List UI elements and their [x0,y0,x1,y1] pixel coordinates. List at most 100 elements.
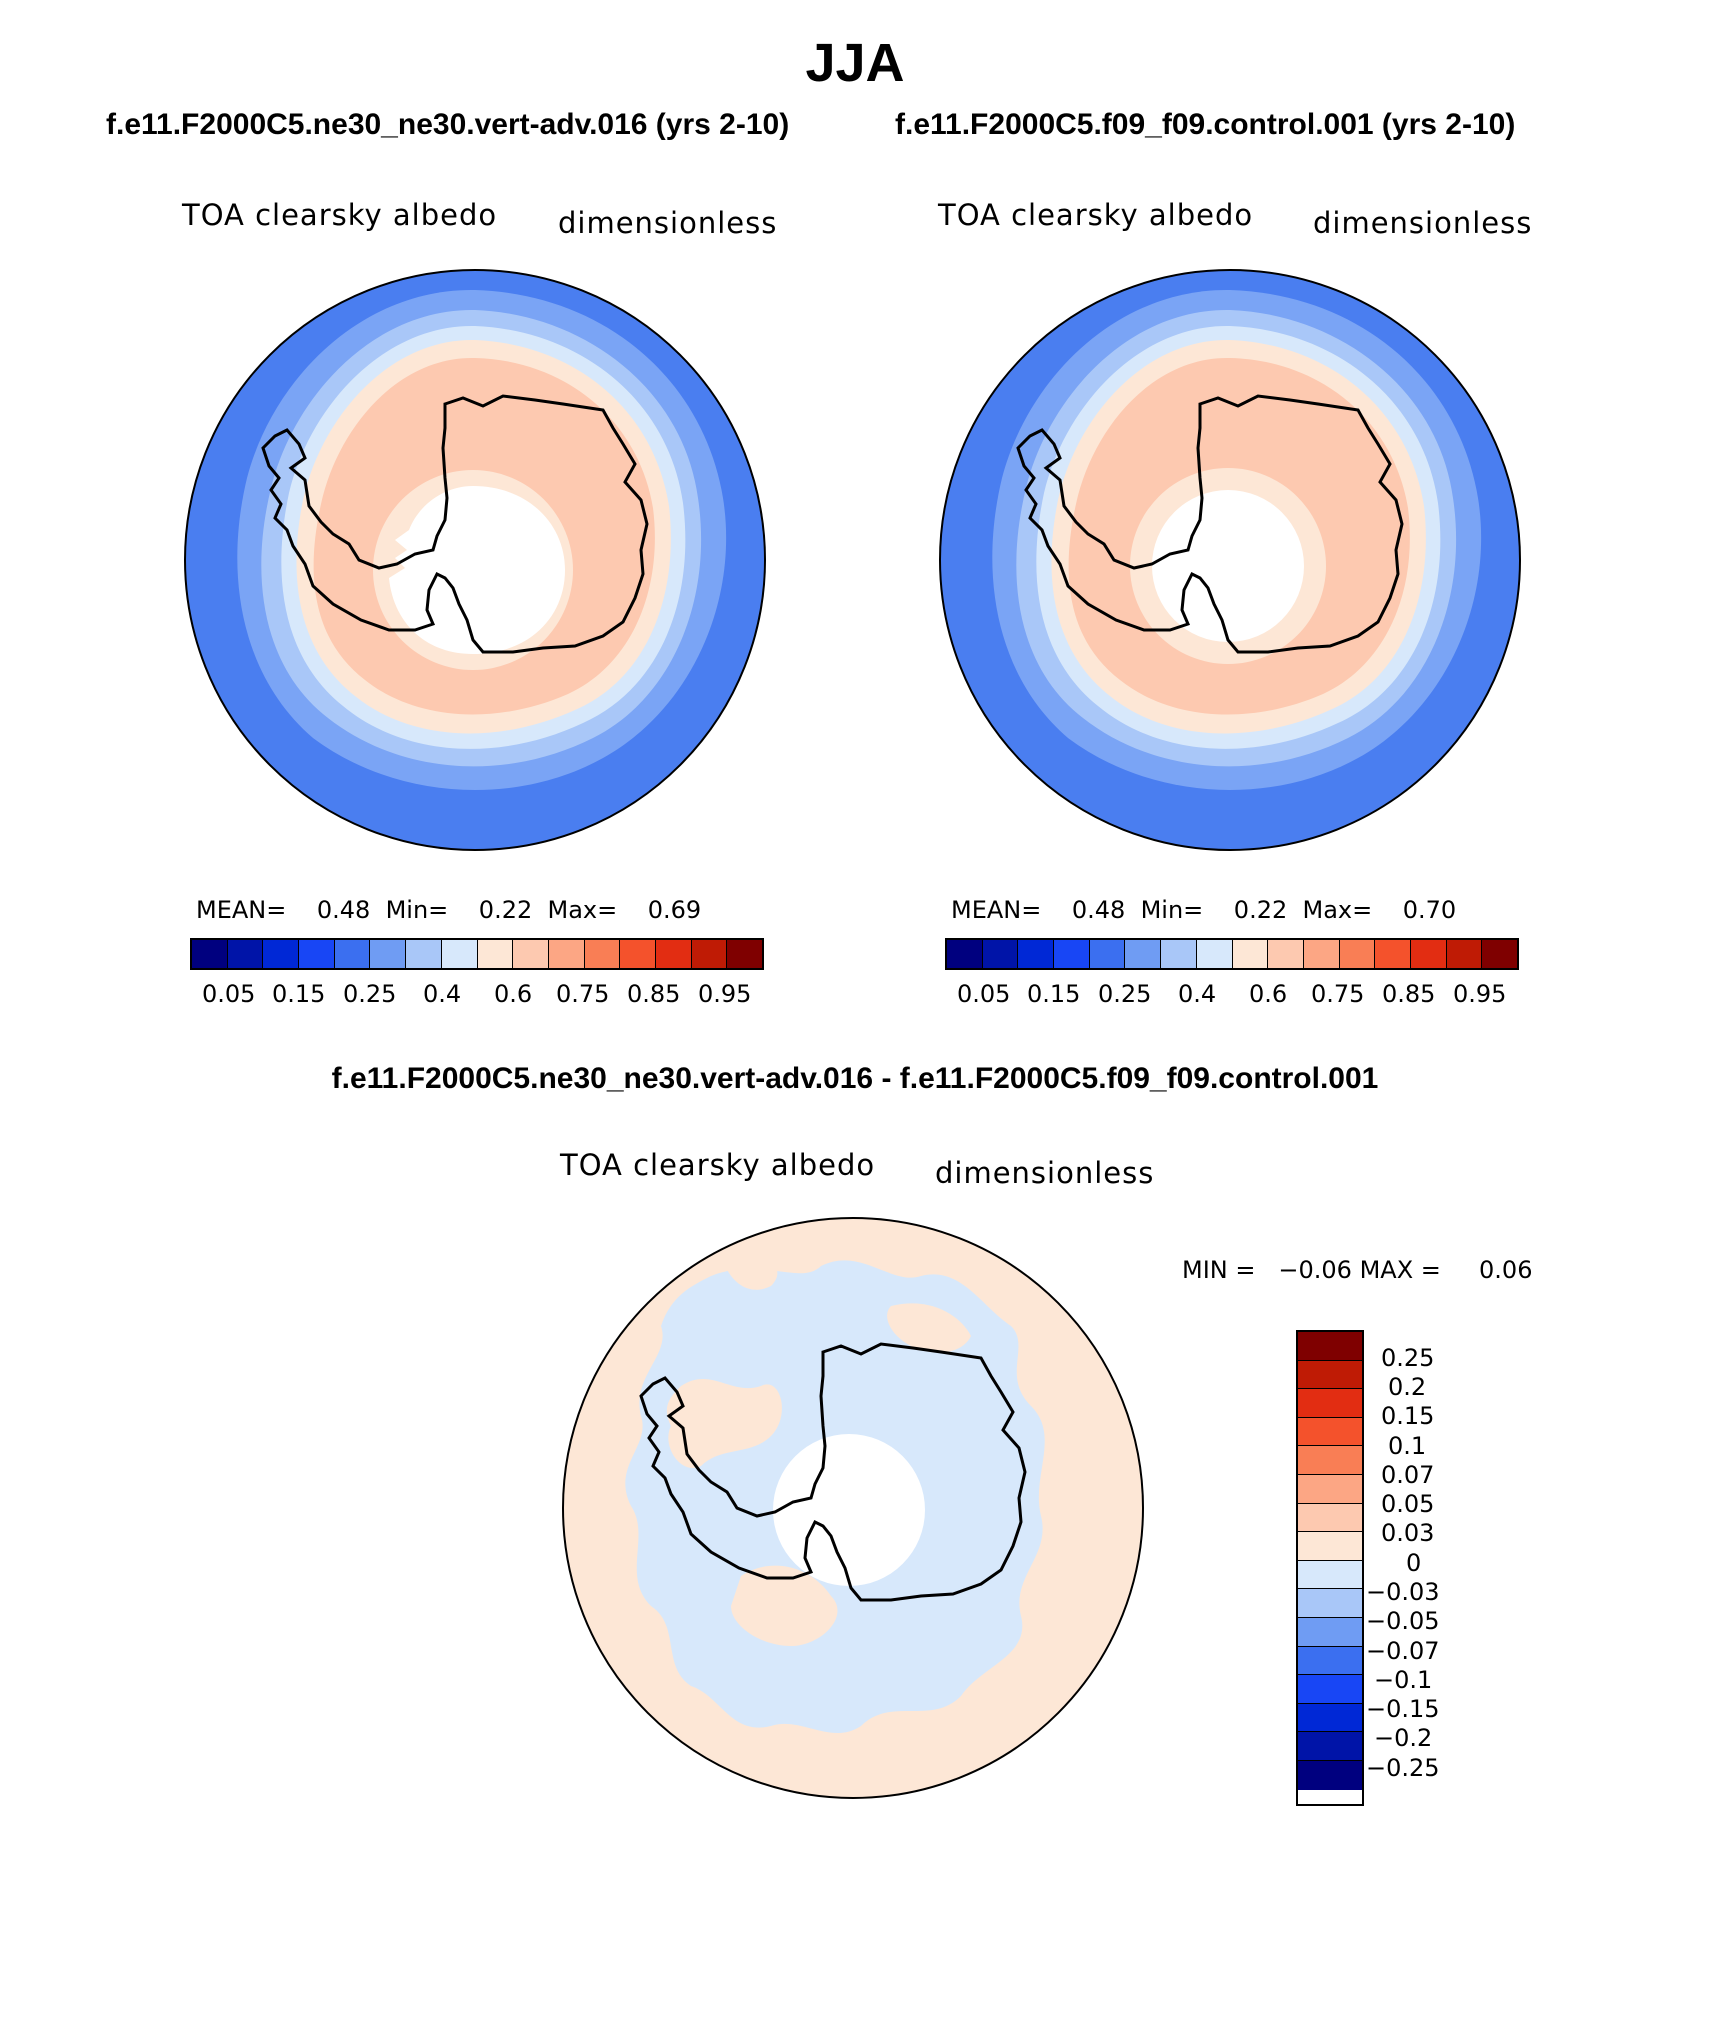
diff-tick: −0.1 [1374,1666,1433,1694]
colorbar-swatch [1298,1760,1362,1790]
diff-title: f.e11.F2000C5.ne30_ne30.vert-adv.016 - f… [331,1062,1379,1095]
diff-min-label: MIN = [1182,1256,1256,1284]
right-colorbar [945,938,1519,970]
colorbar-swatch [1298,1503,1362,1533]
colorbar-swatch [1303,940,1340,968]
right-max-label: Max= [1302,896,1373,924]
colorbar-swatch [1298,1646,1362,1676]
colorbar-swatch [406,940,442,968]
diff-tick: −0.15 [1366,1695,1440,1723]
diff-positive-patch [666,1378,782,1468]
diff-tick: −0.07 [1366,1637,1440,1665]
colorbar-swatch [691,940,728,968]
right-min-value: 0.22 [1233,896,1288,924]
diff-tick: 0.1 [1388,1432,1427,1460]
left-coastline [261,394,649,654]
diff-tick: 0.25 [1381,1344,1435,1372]
diff-tick: 0.03 [1381,1519,1435,1547]
left-missing-data [389,486,565,654]
diff-missing-data [773,1434,925,1586]
colorbar-swatch [1446,940,1483,968]
right-tick: 0.25 [1098,980,1152,1008]
colorbar-swatch [1298,1332,1362,1361]
left-tick: 0.75 [556,980,610,1008]
colorbar-swatch [1375,940,1411,968]
diff-units-label: dimensionless [935,1156,1155,1190]
left-tick: 0.6 [494,980,533,1008]
colorbar-swatch [370,940,407,968]
diff-positive-patch [731,1565,838,1646]
diff-tick: −0.25 [1366,1754,1440,1782]
colorbar-swatch [192,940,228,968]
right-tick: 0.05 [957,980,1011,1008]
left-units-label: dimensionless [558,206,778,240]
colorbar-swatch [1410,940,1447,968]
left-polar-map [184,269,766,851]
colorbar-swatch [1298,1417,1362,1447]
colorbar-swatch [477,940,514,968]
right-case-title: f.e11.F2000C5.f09_f09.control.001 (yrs 2… [895,108,1516,141]
diff-min-value: −0.06 [1278,1256,1352,1284]
diff-tick: 0.2 [1388,1373,1427,1401]
diff-colorbar [1296,1330,1364,1806]
colorbar-swatch [1298,1732,1362,1761]
colorbar-swatch [299,940,335,968]
left-case-title: f.e11.F2000C5.ne30_ne30.vert-adv.016 (yr… [106,108,790,141]
colorbar-swatch [1089,940,1126,968]
colorbar-swatch [982,940,1019,968]
right-mean-value: 0.48 [1071,896,1126,924]
colorbar-swatch [1298,1532,1362,1561]
right-tick: 0.6 [1249,980,1288,1008]
left-colorbar [190,938,764,970]
colorbar-swatch [1298,1360,1362,1390]
left-mean-value: 0.48 [316,896,371,924]
colorbar-swatch [947,940,983,968]
colorbar-swatch [1196,940,1233,968]
colorbar-swatch [513,940,549,968]
colorbar-swatch [1298,1703,1362,1733]
colorbar-swatch [1482,940,1517,968]
left-variable-label: TOA clearsky albedo [182,198,498,232]
diff-variable-label: TOA clearsky albedo [560,1148,876,1182]
right-polar-map [939,269,1521,851]
left-tick: 0.15 [272,980,326,1008]
right-mean-label: MEAN= [951,896,1042,924]
diff-max-value: 0.06 [1479,1256,1533,1284]
right-min-label: Min= [1140,896,1204,924]
colorbar-swatch [1298,1617,1362,1647]
colorbar-swatch [548,940,585,968]
colorbar-swatch [1054,940,1090,968]
colorbar-swatch [1298,1446,1362,1475]
diff-coastline [639,1342,1027,1602]
diff-tick: 0.07 [1381,1461,1435,1489]
left-stats: MEAN= 0.48 Min= 0.22 Max= 0.69 [196,896,701,924]
left-tick: 0.25 [343,980,397,1008]
diff-stats: MIN = −0.06 MAX = 0.06 [1182,1256,1532,1284]
left-mean-label: MEAN= [196,896,287,924]
diff-tick: −0.03 [1366,1578,1440,1606]
left-min-label: Min= [385,896,449,924]
diff-polar-map [562,1217,1144,1799]
right-missing-data [1152,490,1304,642]
colorbar-swatch [441,940,478,968]
left-map-border [184,269,766,851]
right-coastline [1016,394,1404,654]
right-variable-label: TOA clearsky albedo [938,198,1254,232]
colorbar-swatch [227,940,264,968]
right-tick: 0.85 [1382,980,1436,1008]
right-tick: 0.15 [1027,980,1081,1008]
colorbar-swatch [1018,940,1055,968]
right-tick: 0.75 [1311,980,1365,1008]
left-tick: 0.95 [698,980,752,1008]
colorbar-swatch [1298,1675,1362,1704]
right-stats: MEAN= 0.48 Min= 0.22 Max= 0.70 [951,896,1456,924]
colorbar-swatch [584,940,621,968]
colorbar-swatch [263,940,300,968]
diff-max-label: MAX = [1359,1256,1441,1284]
colorbar-swatch [1298,1474,1362,1504]
left-max-label: Max= [547,896,618,924]
colorbar-swatch [1298,1589,1362,1618]
diff-tick: −0.05 [1366,1607,1440,1635]
left-tick: 0.4 [423,980,462,1008]
colorbar-swatch [727,940,762,968]
